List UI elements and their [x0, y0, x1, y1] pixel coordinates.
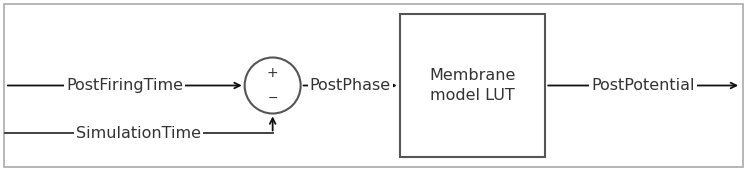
Text: −: − — [267, 92, 278, 105]
Text: PostFiringTime: PostFiringTime — [66, 78, 183, 93]
Text: PostPotential: PostPotential — [592, 78, 695, 93]
Text: Membrane
model LUT: Membrane model LUT — [430, 68, 515, 103]
Text: +: + — [267, 66, 279, 80]
Bar — [400, 14, 545, 157]
Text: PostPhase: PostPhase — [309, 78, 391, 93]
Text: SimulationTime: SimulationTime — [76, 126, 202, 141]
